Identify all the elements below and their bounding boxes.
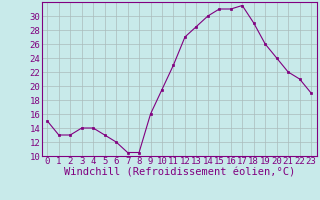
- X-axis label: Windchill (Refroidissement éolien,°C): Windchill (Refroidissement éolien,°C): [64, 168, 295, 178]
